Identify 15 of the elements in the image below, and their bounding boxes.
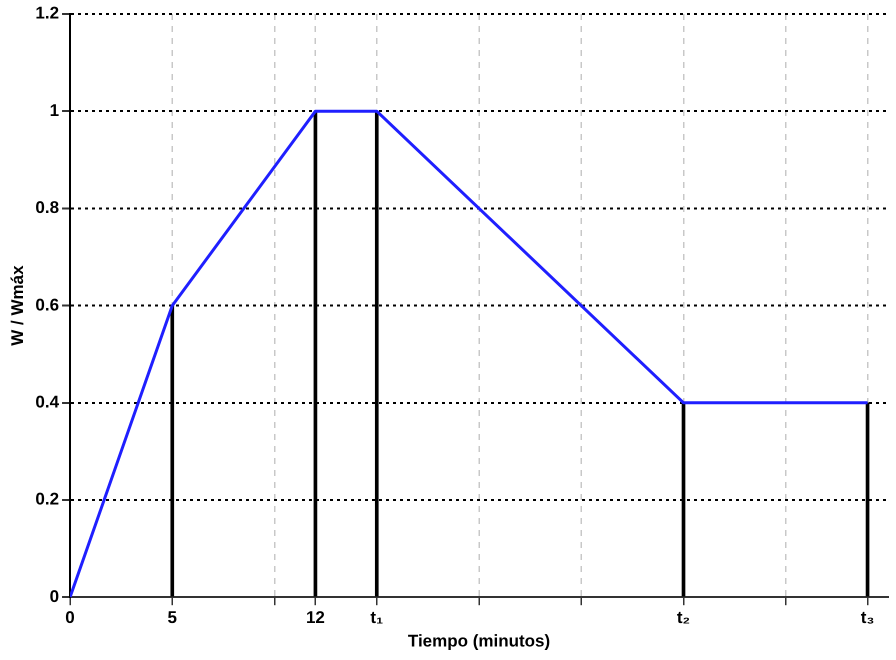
x-tick-label: t₂ — [676, 608, 690, 628]
y-tick-label: 0.8 — [35, 198, 60, 218]
x-tick-label: 12 — [306, 608, 325, 628]
x-tick-label: 5 — [168, 608, 178, 628]
y-tick-label: 0.4 — [35, 392, 60, 412]
y-axis-title: W / Wmáx — [8, 264, 27, 346]
x-axis-title: Tiempo (minutos) — [408, 631, 550, 650]
y-tick-label: 1.2 — [35, 4, 60, 23]
y-tick-label: 0 — [50, 586, 60, 606]
x-tick-label: t₁ — [370, 608, 384, 628]
y-tick-label: 0.2 — [35, 490, 60, 509]
y-tick-label: 1 — [50, 100, 60, 120]
y-tick-label: 0.6 — [35, 295, 60, 314]
x-tick-label: t₃ — [860, 608, 874, 628]
x-tick-label: 0 — [65, 608, 75, 628]
